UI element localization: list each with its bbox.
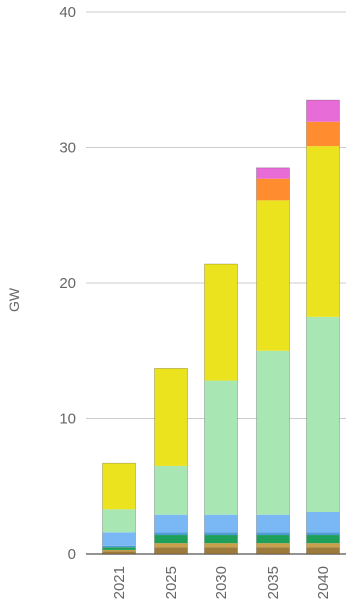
bar-segment xyxy=(204,547,238,554)
bar-segment xyxy=(306,146,340,317)
bar-segment xyxy=(102,551,136,554)
bar-segment xyxy=(154,465,188,515)
bar-segment xyxy=(256,350,290,515)
bar-segment xyxy=(204,532,238,536)
bar-segment xyxy=(154,535,188,544)
x-tick-labels: 2021 2025 2030 2035 2040 xyxy=(111,566,332,599)
bar-outline xyxy=(204,263,238,555)
bar-segment xyxy=(154,514,188,533)
bar-segment xyxy=(306,543,340,548)
y-tick-label: 20 xyxy=(59,275,76,292)
bar-segment xyxy=(204,543,238,548)
x-tick-label: 2040 xyxy=(315,566,332,599)
y-tick-label: 40 xyxy=(59,4,76,21)
bar-segment xyxy=(306,121,340,147)
bar-outline xyxy=(306,99,340,555)
y-tick-label: 30 xyxy=(59,140,76,157)
bar-segment xyxy=(102,463,136,510)
bar-outline xyxy=(256,167,290,555)
bar-segment xyxy=(154,547,188,554)
bar-outline xyxy=(102,462,136,555)
y-axis-label: GW xyxy=(6,287,22,312)
y-tick-label: 10 xyxy=(59,411,76,428)
bar-segment xyxy=(204,535,238,544)
x-tick-label: 2025 xyxy=(163,566,180,599)
bar-segment xyxy=(102,549,136,552)
bar-segment xyxy=(154,368,188,466)
bar-segment xyxy=(204,514,238,533)
y-tick-label: 0 xyxy=(68,546,76,563)
x-tick-label: 2030 xyxy=(213,566,230,599)
bar-segment xyxy=(256,543,290,548)
bar-segment xyxy=(306,511,340,533)
bar-segment xyxy=(154,543,188,548)
bar-segment xyxy=(306,532,340,536)
y-tick-labels: 0 10 20 30 40 xyxy=(59,4,76,563)
bar-segment xyxy=(256,178,290,201)
x-tick-label: 2035 xyxy=(265,566,282,599)
bar-segment xyxy=(204,380,238,515)
bar-segment xyxy=(306,547,340,554)
bar-segment xyxy=(154,532,188,536)
bar-segment xyxy=(102,547,136,550)
bar-segment xyxy=(256,167,290,179)
bar-outline xyxy=(154,367,188,555)
bar-segment xyxy=(256,200,290,351)
bar-segment xyxy=(306,535,340,544)
x-tick-label: 2021 xyxy=(111,566,128,599)
bar-segment xyxy=(256,535,290,544)
bar-segment xyxy=(306,100,340,122)
bar-segment xyxy=(102,509,136,533)
bar-segment xyxy=(306,316,340,512)
bar-segment xyxy=(102,545,136,548)
bar-segment xyxy=(256,532,290,536)
bar-segment xyxy=(204,264,238,381)
bar-segment xyxy=(256,514,290,533)
bar-segment xyxy=(256,547,290,554)
bar-segment xyxy=(102,532,136,546)
bars xyxy=(102,99,340,555)
